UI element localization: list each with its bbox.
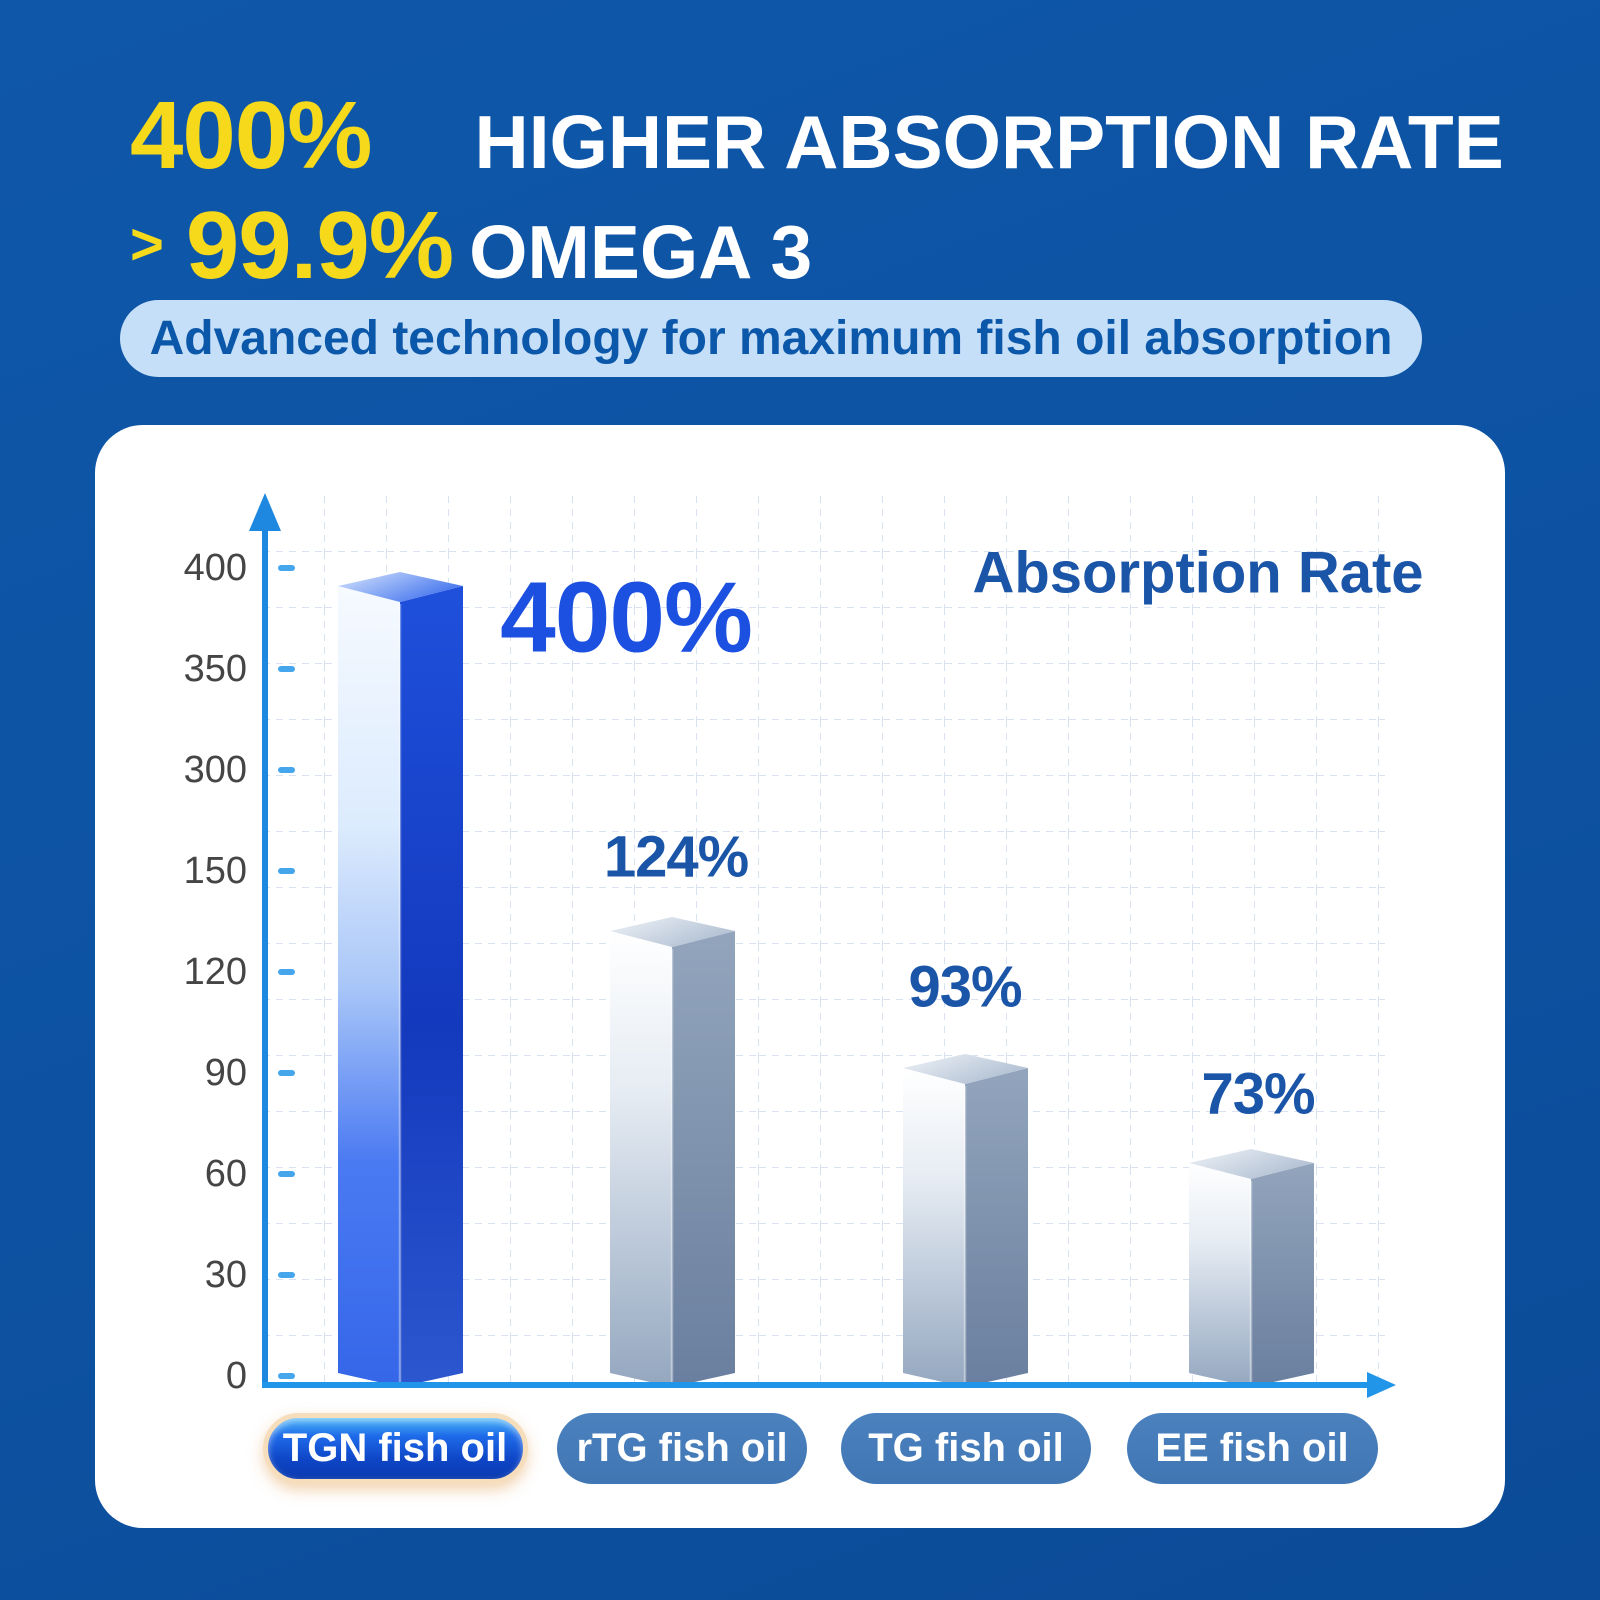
- greater-than-symbol: >: [130, 212, 164, 277]
- bar-right-face: [1251, 1163, 1314, 1387]
- subtitle-banner: Advanced technology for maximum fish oil…: [120, 300, 1422, 377]
- y-tick-mark: [278, 1070, 295, 1076]
- bars-group: [338, 572, 1314, 1387]
- y-tick-mark: [278, 1272, 295, 1278]
- bar-top-face: [1189, 1149, 1314, 1179]
- y-tick-label: 150: [183, 850, 247, 892]
- header-title-absorption: HIGHER ABSORPTION RATE: [474, 100, 1504, 184]
- plot-overlay: 0 30 60 90 120 150 300 350 400 400% TGN fish oil 12…: [95, 425, 1505, 1528]
- subtitle-banner-text: Advanced technology for maximum fish oil…: [149, 312, 1393, 365]
- category-pill: TG fish oil: [841, 1413, 1091, 1484]
- bar-value-label: 400%: [500, 561, 753, 674]
- y-tick-label: 90: [204, 1052, 247, 1094]
- header-line-1: 400% HIGHER ABSORPTION RATE: [130, 88, 1504, 184]
- bar-top-face: [610, 917, 735, 947]
- bar-left-face: [1189, 1163, 1251, 1387]
- bar-left-face: [338, 586, 400, 1387]
- bar-top-face: [903, 1054, 1028, 1084]
- y-tick-mark: [278, 565, 295, 571]
- bar-value-label: 124%: [603, 824, 749, 890]
- bar-right-face: [965, 1068, 1028, 1387]
- x-axis-line: [262, 1382, 1368, 1388]
- x-axis-arrow-icon: [1367, 1372, 1396, 1398]
- bar-left-face: [610, 931, 672, 1387]
- bar-value-label: 93%: [908, 954, 1022, 1020]
- bar-left-face: [903, 1068, 965, 1387]
- stat-99-percent: 99.9%: [185, 192, 454, 299]
- category-pill: rTG fish oil: [557, 1413, 807, 1484]
- y-tick-label: 0: [225, 1355, 247, 1397]
- y-tick-mark: [278, 1373, 295, 1379]
- y-tick-mark: [278, 767, 295, 773]
- y-tick-label: 400: [183, 547, 247, 589]
- bar-right-face: [400, 586, 463, 1387]
- chart-card: Absorption Rate 0 30 60 90 120 150 300 350 400 40…: [95, 425, 1505, 1528]
- y-tick-mark: [278, 666, 295, 672]
- header: 400% HIGHER ABSORPTION RATE > 99.9% OMEG…: [130, 88, 1504, 294]
- y-tick-label: 30: [204, 1254, 247, 1296]
- chart-title: Absorption Rate: [972, 540, 1424, 606]
- y-tick-label: 300: [183, 749, 247, 791]
- y-tick-mark: [278, 969, 295, 975]
- y-tick-label: 350: [183, 648, 247, 690]
- y-axis-line: [262, 525, 268, 1388]
- category-pill: TGN fish oil: [262, 1413, 528, 1484]
- bar-right-face: [672, 931, 735, 1387]
- stat-400-percent: 400%: [130, 82, 373, 189]
- y-tick-mark: [278, 1171, 295, 1177]
- category-pill: EE fish oil: [1126, 1413, 1378, 1484]
- header-title-omega: OMEGA 3: [469, 210, 813, 294]
- header-line-2: > 99.9% OMEGA 3: [130, 198, 1504, 294]
- y-tick-label: 60: [204, 1153, 247, 1195]
- bar-top-face: [338, 572, 463, 602]
- y-axis-arrow-icon: [249, 493, 281, 531]
- y-tick-mark: [278, 868, 295, 874]
- bar-value-label: 73%: [1201, 1061, 1315, 1127]
- bar-chart: [249, 493, 1396, 1398]
- y-tick-label: 120: [183, 951, 247, 993]
